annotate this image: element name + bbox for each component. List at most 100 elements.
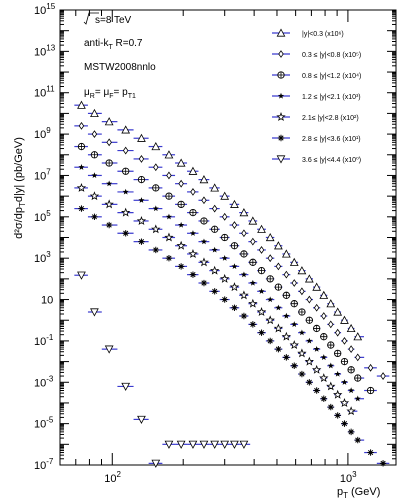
data-point bbox=[380, 372, 386, 380]
data-point bbox=[211, 225, 219, 233]
legend-entry: 2.8 ≤ |y|<3.6 (x10¹) bbox=[272, 134, 361, 143]
marker-cross bbox=[327, 341, 334, 349]
data-point bbox=[152, 246, 159, 254]
marker-shape bbox=[220, 273, 230, 283]
marker-shape bbox=[211, 204, 218, 213]
marker-cross bbox=[249, 259, 257, 266]
marker-shape bbox=[321, 312, 327, 320]
marker-shape bbox=[177, 263, 185, 270]
legend: |y|<0.3 (x10⁶) 0.3 ≤ |y|<0.8 (x10⁵) 0.8 ≤ … bbox=[272, 28, 361, 164]
sqrt-s-label: s=8 TeV bbox=[95, 15, 132, 26]
data-point bbox=[91, 130, 98, 138]
data-point bbox=[230, 199, 239, 208]
data-point bbox=[78, 205, 85, 212]
jet-algorithm-label: anti-kT R=0.7 bbox=[84, 38, 143, 51]
marker-shape bbox=[166, 171, 172, 180]
data-point bbox=[274, 241, 283, 250]
legend-entry: 2.1≤ |y|<2.8 (x10²) bbox=[272, 112, 359, 122]
data-point bbox=[137, 415, 146, 424]
data-point bbox=[165, 254, 173, 262]
marker-shape bbox=[188, 249, 198, 258]
data-point bbox=[90, 151, 99, 159]
data-point bbox=[311, 364, 322, 374]
data-point bbox=[151, 459, 161, 468]
marker-shape bbox=[230, 199, 239, 208]
data-point bbox=[274, 283, 283, 291]
marker-shape bbox=[277, 134, 285, 142]
data-point bbox=[313, 303, 320, 312]
legend-entry: 1.2 ≤ |y|<2.1 (x10³) bbox=[272, 92, 361, 101]
data-point bbox=[199, 440, 209, 449]
marker-cross bbox=[258, 267, 265, 274]
marker-shape bbox=[306, 337, 313, 344]
data-point bbox=[221, 254, 228, 261]
marker-shape bbox=[249, 279, 256, 286]
legend-marker bbox=[276, 112, 286, 121]
data-point bbox=[354, 436, 361, 444]
y-tick-label: 107 bbox=[34, 167, 51, 182]
marker-shape bbox=[341, 420, 348, 427]
marker-shape bbox=[283, 312, 290, 319]
data-point bbox=[341, 420, 348, 427]
data-point bbox=[105, 221, 113, 229]
data-point bbox=[273, 323, 284, 333]
marker-cross bbox=[231, 242, 238, 249]
marker-shape bbox=[152, 246, 159, 254]
marker-cross bbox=[78, 143, 85, 150]
marker-cross bbox=[200, 217, 208, 225]
data-point bbox=[240, 271, 247, 278]
data-point bbox=[201, 196, 207, 205]
data-point bbox=[239, 208, 249, 217]
marker-shape bbox=[248, 298, 258, 308]
marker-shape bbox=[326, 299, 336, 308]
data-point bbox=[267, 337, 274, 345]
marker-shape bbox=[347, 428, 355, 436]
marker-shape bbox=[297, 266, 307, 275]
data-point bbox=[77, 100, 86, 109]
y-axis-title: d²σ/dpTd|y| (pb/GeV) bbox=[13, 137, 27, 239]
data-point bbox=[334, 349, 342, 358]
data-point bbox=[282, 291, 291, 299]
marker-shape bbox=[137, 133, 146, 142]
marker-cross bbox=[267, 275, 274, 283]
marker-cross bbox=[291, 300, 298, 307]
legend-label: 3.6 ≤ |y|<4.4 (x10⁰) bbox=[302, 156, 361, 164]
data-point bbox=[341, 379, 348, 385]
legend-marker bbox=[276, 155, 286, 164]
marker-shape bbox=[306, 295, 313, 304]
data-point bbox=[164, 150, 174, 159]
marker-shape bbox=[176, 240, 186, 250]
marker-shape bbox=[291, 362, 298, 369]
data-point bbox=[249, 258, 257, 266]
marker-cross bbox=[341, 358, 348, 365]
data-point bbox=[283, 270, 290, 279]
data-point bbox=[334, 328, 341, 337]
marker-shape bbox=[278, 50, 284, 58]
marker-shape bbox=[210, 440, 220, 449]
marker-shape bbox=[283, 354, 290, 361]
data-point bbox=[275, 262, 282, 271]
marker-shape bbox=[138, 155, 145, 163]
marker-shape bbox=[328, 320, 334, 329]
series-3 bbox=[74, 142, 377, 395]
marker-shape bbox=[348, 345, 354, 354]
marker-shape bbox=[201, 196, 207, 205]
legend-marker bbox=[278, 50, 284, 58]
marker-shape bbox=[275, 345, 282, 353]
data-point bbox=[248, 298, 258, 308]
data-point bbox=[165, 213, 172, 220]
marker-shape bbox=[367, 363, 374, 372]
data-point bbox=[90, 108, 99, 118]
data-point bbox=[298, 329, 305, 336]
legend-entry: 0.8 ≤ |y|<1.2 (x10⁴) bbox=[272, 71, 361, 80]
marker-cross bbox=[367, 387, 374, 394]
data-point bbox=[106, 138, 112, 147]
marker-shape bbox=[78, 205, 85, 212]
data-point bbox=[241, 229, 247, 238]
marker-shape bbox=[121, 382, 131, 391]
marker-shape bbox=[257, 224, 266, 233]
data-point bbox=[91, 172, 98, 179]
marker-shape bbox=[178, 179, 184, 188]
marker-shape bbox=[319, 290, 329, 299]
marker-shape bbox=[178, 221, 185, 228]
